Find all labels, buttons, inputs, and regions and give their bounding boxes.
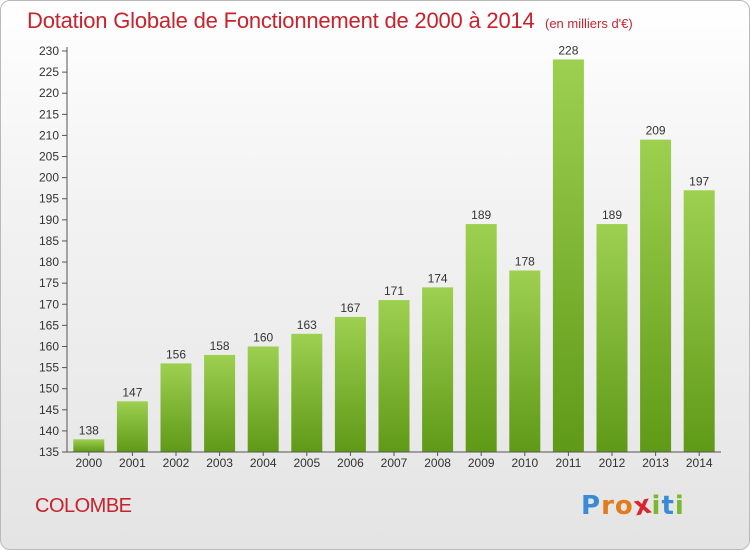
bar-2006 bbox=[334, 316, 366, 452]
logo-letter: t bbox=[661, 491, 675, 521]
y-tick-label: 195 bbox=[39, 192, 59, 206]
y-tick-label: 220 bbox=[39, 86, 59, 100]
value-label-2004: 160 bbox=[253, 330, 273, 344]
y-tick-label: 145 bbox=[39, 403, 59, 417]
y-tick-label: 200 bbox=[39, 171, 59, 185]
x-tick-label-2010: 2010 bbox=[511, 456, 538, 470]
y-tick-label: 210 bbox=[39, 128, 59, 142]
value-label-2013: 209 bbox=[646, 124, 666, 138]
y-tick-label: 150 bbox=[39, 382, 59, 396]
y-tick-label: 160 bbox=[39, 339, 59, 353]
chart-title: Dotation Globale de Fonctionnement de 20… bbox=[27, 8, 535, 33]
x-tick-label-2013: 2013 bbox=[642, 456, 669, 470]
bars-group bbox=[73, 59, 715, 453]
y-tick-label: 135 bbox=[39, 445, 59, 459]
value-label-2009: 189 bbox=[471, 208, 491, 222]
logo-letter: P bbox=[581, 491, 602, 521]
value-label-2001: 147 bbox=[122, 385, 142, 399]
axes-group: 135 140 145 150 155 160 165 170 175 180 185 190 195 2… bbox=[39, 44, 721, 470]
x-tick-label-2011: 2011 bbox=[555, 456, 581, 470]
y-tick-label: 175 bbox=[39, 276, 59, 290]
value-label-2005: 163 bbox=[297, 318, 317, 332]
y-tick-label: 190 bbox=[39, 213, 59, 227]
bar-2004 bbox=[247, 346, 279, 452]
y-tick-label: 205 bbox=[39, 150, 59, 164]
bar-2000 bbox=[73, 439, 105, 452]
x-tick-label-2014: 2014 bbox=[686, 456, 713, 470]
value-label-2011: 228 bbox=[558, 43, 578, 57]
y-tick-label: 215 bbox=[39, 107, 59, 121]
x-tick-label-2009: 2009 bbox=[468, 456, 495, 470]
x-tick-label-2005: 2005 bbox=[293, 456, 320, 470]
x-tick-label-2007: 2007 bbox=[381, 456, 408, 470]
value-label-2000: 138 bbox=[79, 423, 99, 437]
value-labels-group: 138 147 156 158 160 163 167 171 174 189 178 228 189 2… bbox=[79, 43, 710, 437]
bar-2014 bbox=[683, 190, 715, 452]
bar-2007 bbox=[378, 300, 410, 452]
x-tick-label-2006: 2006 bbox=[337, 456, 364, 470]
value-label-2006: 167 bbox=[340, 301, 360, 315]
y-tick-label: 185 bbox=[39, 234, 59, 248]
x-tick-label-2002: 2002 bbox=[163, 456, 190, 470]
x-tick-label-2004: 2004 bbox=[250, 456, 277, 470]
logo-letter: i bbox=[651, 491, 662, 521]
y-tick-label: 230 bbox=[39, 44, 59, 58]
y-tick-label: 165 bbox=[39, 318, 59, 332]
bar-2001 bbox=[116, 401, 148, 452]
bar-2005 bbox=[291, 333, 323, 452]
bar-2008 bbox=[422, 287, 454, 452]
value-label-2014: 197 bbox=[689, 174, 709, 188]
logo-letter: o bbox=[614, 491, 634, 521]
logo-letter: r bbox=[601, 491, 615, 521]
value-label-2007: 171 bbox=[384, 284, 404, 298]
x-tick-label-2003: 2003 bbox=[206, 456, 233, 470]
x-tick-label-2001: 2001 bbox=[119, 456, 146, 470]
proxiti-logo[interactable]: Proxiti bbox=[581, 489, 685, 522]
value-label-2012: 189 bbox=[602, 208, 622, 222]
bar-2011 bbox=[552, 59, 584, 452]
value-label-2002: 156 bbox=[166, 347, 186, 361]
y-tick-label: 170 bbox=[39, 297, 59, 311]
y-tick-label: 225 bbox=[39, 65, 59, 79]
bar-2012 bbox=[596, 224, 628, 452]
x-tick-label-2008: 2008 bbox=[424, 456, 451, 470]
x-tick-label-2012: 2012 bbox=[599, 456, 626, 470]
y-tick-label: 180 bbox=[39, 255, 59, 269]
chart-unit-note: (en milliers d'€) bbox=[545, 16, 633, 31]
bar-2002 bbox=[160, 363, 192, 452]
y-tick-label: 155 bbox=[39, 361, 59, 375]
place-name: COLOMBE bbox=[35, 495, 132, 517]
value-label-2008: 174 bbox=[428, 271, 448, 285]
bar-2003 bbox=[204, 354, 236, 452]
bar-2009 bbox=[465, 224, 497, 452]
logo-letter: i bbox=[674, 491, 685, 521]
bar-2010 bbox=[509, 270, 541, 452]
y-tick-label: 140 bbox=[39, 424, 59, 438]
value-label-2010: 178 bbox=[515, 254, 535, 268]
value-label-2003: 158 bbox=[210, 339, 230, 353]
bar-2013 bbox=[640, 139, 672, 453]
x-tick-label-2000: 2000 bbox=[75, 456, 102, 470]
